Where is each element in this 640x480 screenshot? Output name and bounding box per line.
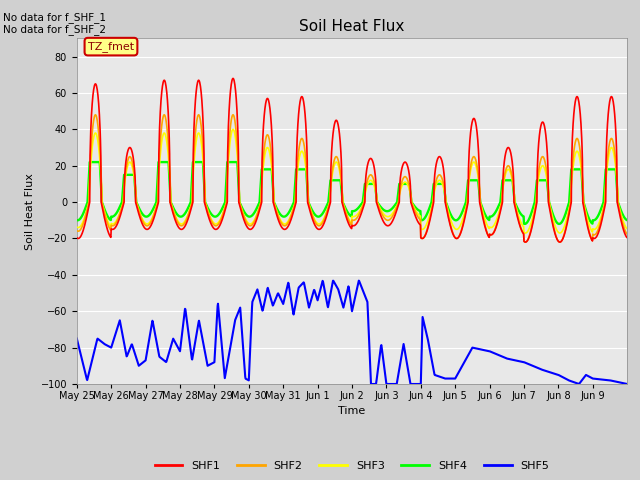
SHF1 (338, 167, 346, 173)
SHF1 (328, 156, 335, 162)
SHF3 (482, 218, 490, 224)
SHF3 (159, 133, 166, 139)
SHF2 (616, 211, 624, 216)
SHF2 (522, 239, 529, 245)
SHF3 (229, 126, 237, 132)
SHF1 (73, 235, 81, 240)
SHF1 (229, 75, 237, 81)
SHF2 (563, 221, 570, 227)
SHF5 (563, 376, 570, 382)
Text: No data for f_SHF_1: No data for f_SHF_1 (3, 12, 106, 23)
SHF3 (522, 230, 529, 236)
SHF5 (623, 381, 630, 387)
SHF3 (616, 209, 624, 215)
SHF3 (338, 183, 346, 189)
Line: SHF1: SHF1 (77, 78, 627, 242)
Line: SHF4: SHF4 (77, 162, 627, 224)
SHF1 (623, 235, 630, 240)
Text: No data for f_SHF_2: No data for f_SHF_2 (3, 24, 106, 35)
SHF1 (522, 239, 529, 245)
SHF5 (337, 297, 345, 303)
SHF1 (563, 223, 570, 229)
SHF5 (159, 357, 166, 362)
SHF5 (482, 348, 490, 353)
SHF2 (73, 228, 81, 233)
SHF4 (616, 206, 624, 212)
SHF4 (521, 221, 529, 227)
SHF3 (328, 180, 335, 185)
SHF3 (563, 216, 570, 222)
SHF2 (338, 181, 346, 187)
Line: SHF5: SHF5 (77, 281, 627, 384)
SHF4 (73, 217, 81, 223)
SHF5 (367, 381, 375, 387)
SHF1 (159, 81, 166, 87)
SHF5 (327, 289, 335, 295)
SHF4 (482, 213, 490, 218)
Legend: SHF1, SHF2, SHF3, SHF4, SHF5: SHF1, SHF2, SHF3, SHF4, SHF5 (150, 456, 554, 475)
SHF4 (328, 178, 335, 183)
SHF4 (86, 159, 93, 165)
X-axis label: Time: Time (339, 407, 365, 417)
SHF2 (92, 112, 99, 118)
SHF1 (616, 215, 624, 220)
SHF5 (616, 380, 624, 385)
SHF5 (355, 278, 363, 284)
Line: SHF3: SHF3 (77, 129, 627, 233)
SHF4 (338, 188, 346, 194)
SHF4 (159, 159, 167, 165)
SHF4 (563, 207, 570, 213)
SHF2 (159, 114, 167, 120)
Y-axis label: Soil Heat Flux: Soil Heat Flux (25, 173, 35, 250)
SHF2 (328, 177, 335, 183)
SHF1 (482, 226, 490, 232)
SHF3 (73, 224, 81, 230)
Text: TZ_fmet: TZ_fmet (88, 41, 134, 52)
Title: Soil Heat Flux: Soil Heat Flux (300, 20, 404, 35)
SHF5 (73, 336, 81, 341)
SHF4 (623, 217, 630, 223)
SHF3 (623, 226, 630, 231)
Line: SHF2: SHF2 (77, 115, 627, 242)
SHF2 (623, 231, 630, 237)
SHF2 (482, 225, 490, 231)
